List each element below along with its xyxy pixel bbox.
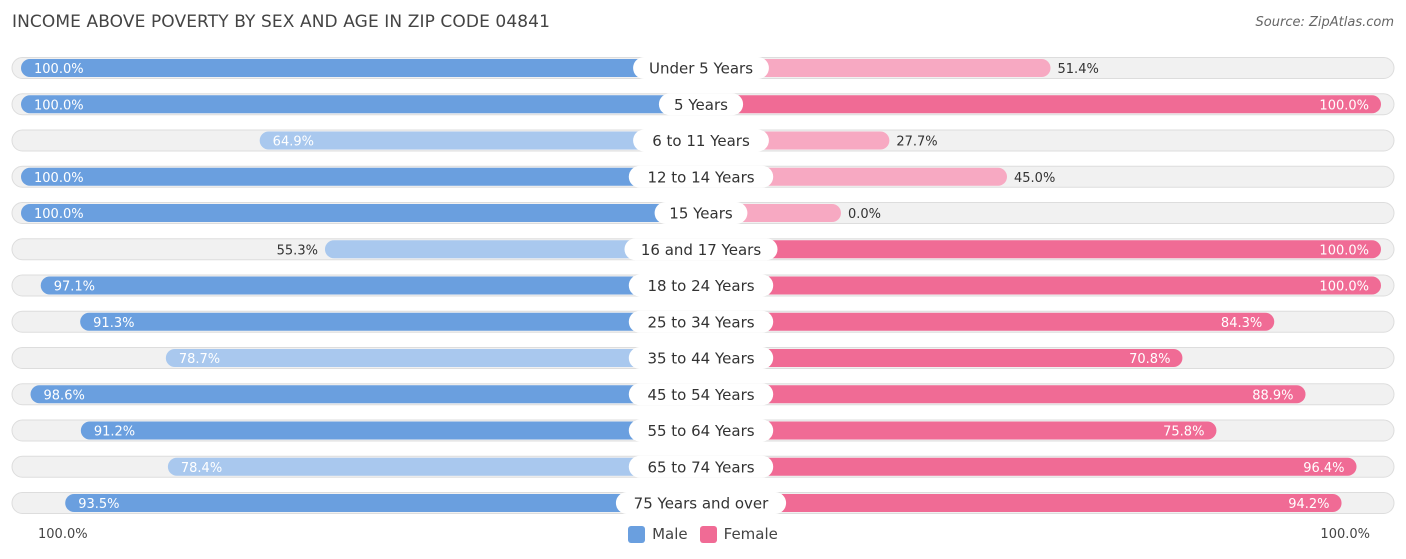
value-label-female-55-to-64-years: 75.8% [1163, 425, 1204, 440]
category-label-15-years: 15 Years [669, 205, 733, 223]
value-label-female-18-to-24-years: 100.0% [1319, 280, 1369, 295]
category-label-6-to-11-years: 6 to 11 Years [652, 132, 750, 150]
chart-title: INCOME ABOVE POVERTY BY SEX AND AGE IN Z… [12, 12, 551, 32]
value-label-male-25-to-34-years: 91.3% [93, 316, 134, 331]
legend-item-female: Female [699, 525, 778, 543]
category-label-75-years-and-over: 75 Years and over [634, 495, 769, 513]
category-pill-15-years [654, 202, 748, 224]
legend-label-male: Male [652, 525, 688, 543]
bar-female-75-years-and-over [701, 494, 1342, 512]
bar-female-5-years [701, 95, 1381, 114]
value-label-male-16-and-17-years: 55.3% [277, 243, 318, 258]
value-label-male-15-years: 100.0% [34, 207, 84, 222]
bar-female-12-to-14-years [701, 167, 1007, 186]
value-label-female-15-years: 0.0% [848, 207, 881, 222]
bar-male-75-years-and-over [65, 494, 701, 512]
bar-female-16-and-17-years [701, 240, 1381, 259]
bar-male-5-years [21, 95, 701, 114]
category-label-45-to-54-years: 45 to 54 Years [647, 386, 754, 404]
legend-swatch-male [628, 525, 646, 543]
legend-label-female: Female [723, 525, 778, 543]
bar-male-18-to-24-years [40, 276, 702, 295]
value-label-female-35-to-44-years: 70.8% [1129, 352, 1170, 367]
legend-item-male: Male [628, 525, 688, 543]
category-label-12-to-14-years: 12 to 14 Years [647, 168, 754, 186]
bar-female-35-to-44-years [701, 349, 1183, 367]
category-pill-12-to-14-years [628, 165, 774, 188]
category-pill-35-to-44-years [628, 347, 774, 369]
value-label-male-6-to-11-years: 64.9% [273, 135, 314, 150]
category-pill-18-to-24-years [628, 274, 774, 297]
bar-male-6-to-11-years [259, 131, 701, 150]
value-label-male-65-to-74-years: 78.4% [181, 461, 222, 476]
value-label-male-5-years: 100.0% [34, 98, 84, 113]
category-label-5-years: 5 Years [674, 96, 728, 114]
bar-male-under-5-years [21, 59, 701, 77]
bar-female-under-5-years [701, 59, 1051, 77]
bar-female-45-to-54-years [701, 385, 1306, 404]
bar-female-55-to-64-years [701, 421, 1217, 440]
value-label-female-12-to-14-years: 45.0% [1014, 171, 1055, 186]
value-label-female-5-years: 100.0% [1319, 98, 1369, 113]
value-label-male-35-to-44-years: 78.7% [179, 352, 220, 367]
value-label-male-under-5-years: 100.0% [34, 62, 84, 77]
bar-female-18-to-24-years [701, 276, 1381, 295]
value-label-male-45-to-54-years: 98.6% [44, 388, 85, 403]
category-label-25-to-34-years: 25 to 34 Years [647, 313, 754, 331]
category-pill-65-to-74-years [628, 455, 774, 478]
value-label-male-55-to-64-years: 91.2% [94, 425, 135, 440]
category-pill-under-5-years [633, 57, 769, 79]
category-pill-16-and-17-years [624, 238, 778, 261]
bar-male-12-to-14-years [21, 167, 701, 186]
category-label-under-5-years: Under 5 Years [649, 60, 753, 78]
bar-male-55-to-64-years [80, 421, 702, 440]
bar-male-35-to-44-years [165, 349, 702, 367]
category-label-65-to-74-years: 65 to 74 Years [647, 458, 754, 476]
value-label-male-12-to-14-years: 100.0% [34, 171, 84, 186]
value-label-female-25-to-34-years: 84.3% [1221, 316, 1262, 331]
category-label-35-to-44-years: 35 to 44 Years [647, 350, 754, 368]
bar-male-25-to-34-years [80, 312, 701, 331]
source-label: Source: ZipAtlas.com [1255, 15, 1394, 30]
category-pill-55-to-64-years [628, 419, 774, 442]
category-pill-45-to-54-years [628, 383, 774, 406]
value-label-female-6-to-11-years: 27.7% [896, 135, 937, 150]
value-label-female-45-to-54-years: 88.9% [1252, 388, 1293, 403]
value-label-male-75-years-and-over: 93.5% [78, 497, 119, 512]
diverging-bar-chart: Under 5 Years 100.0% 51.4% 5 Years 100.0% 100… [11, 57, 1395, 514]
axis-left-label: 100.0% [38, 527, 88, 542]
category-pill-25-to-34-years [628, 310, 774, 333]
value-label-female-75-years-and-over: 94.2% [1288, 497, 1329, 512]
bar-male-65-to-74-years [167, 457, 701, 476]
category-pill-6-to-11-years [633, 129, 769, 152]
category-pill-5-years [658, 93, 744, 116]
legend-swatch-female [699, 525, 717, 543]
legend: Male Female [0, 525, 1406, 543]
bar-female-65-to-74-years [701, 457, 1357, 476]
value-label-female-under-5-years: 51.4% [1058, 62, 1099, 77]
category-label-55-to-64-years: 55 to 64 Years [647, 422, 754, 440]
category-label-18-to-24-years: 18 to 24 Years [647, 277, 754, 295]
category-label-16-and-17-years: 16 and 17 Years [641, 241, 761, 259]
category-pill-75-years-and-over [615, 492, 787, 514]
bar-male-16-and-17-years [324, 240, 701, 259]
bar-female-25-to-34-years [701, 312, 1275, 331]
bar-male-45-to-54-years [30, 385, 701, 404]
axis-right-label: 100.0% [1320, 527, 1370, 542]
value-label-female-16-and-17-years: 100.0% [1319, 243, 1369, 258]
value-label-male-18-to-24-years: 97.1% [54, 280, 95, 295]
value-label-female-65-to-74-years: 96.4% [1303, 461, 1344, 476]
bar-male-15-years [21, 204, 701, 222]
